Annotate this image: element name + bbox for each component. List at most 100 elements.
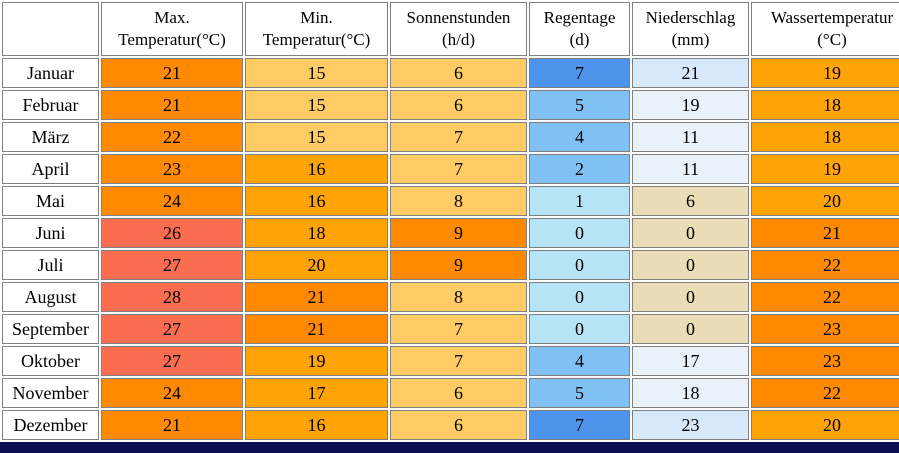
value-cell-min-temp: 15 xyxy=(245,58,388,88)
column-header-precipitation: Niederschlag (mm) xyxy=(632,2,749,56)
value-cell-precipitation: 21 xyxy=(632,58,749,88)
value-cell-sun-hours: 8 xyxy=(390,282,527,312)
value-cell-rain-days: 5 xyxy=(529,378,630,408)
value-cell-sun-hours: 7 xyxy=(390,314,527,344)
corner-cell xyxy=(2,2,99,56)
month-label: Juni xyxy=(2,218,99,248)
value-cell-sun-hours: 8 xyxy=(390,186,527,216)
table-row: Januar 21 15 6 7 21 19 xyxy=(2,58,899,88)
value-cell-precipitation: 17 xyxy=(632,346,749,376)
value-cell-rain-days: 4 xyxy=(529,122,630,152)
month-label: September xyxy=(2,314,99,344)
value-cell-water-temp: 19 xyxy=(751,58,899,88)
value-cell-water-temp: 23 xyxy=(751,346,899,376)
value-cell-max-temp: 27 xyxy=(101,346,243,376)
value-cell-rain-days: 5 xyxy=(529,90,630,120)
table-row: Mai 24 16 8 1 6 20 xyxy=(2,186,899,216)
column-header-sun-hours: Sonnenstunden (h/d) xyxy=(390,2,527,56)
value-cell-water-temp: 20 xyxy=(751,410,899,440)
month-label: Oktober xyxy=(2,346,99,376)
value-cell-sun-hours: 7 xyxy=(390,346,527,376)
value-cell-min-temp: 20 xyxy=(245,250,388,280)
column-header-water-temp: Wassertemperatur (°C) xyxy=(751,2,899,56)
value-cell-max-temp: 22 xyxy=(101,122,243,152)
value-cell-rain-days: 1 xyxy=(529,186,630,216)
value-cell-rain-days: 7 xyxy=(529,58,630,88)
value-cell-sun-hours: 9 xyxy=(390,218,527,248)
value-cell-water-temp: 18 xyxy=(751,90,899,120)
value-cell-min-temp: 21 xyxy=(245,314,388,344)
value-cell-water-temp: 20 xyxy=(751,186,899,216)
table-row: Oktober 27 19 7 4 17 23 xyxy=(2,346,899,376)
value-cell-precipitation: 11 xyxy=(632,154,749,184)
value-cell-water-temp: 23 xyxy=(751,314,899,344)
value-cell-max-temp: 23 xyxy=(101,154,243,184)
value-cell-water-temp: 22 xyxy=(751,282,899,312)
month-label: November xyxy=(2,378,99,408)
value-cell-min-temp: 19 xyxy=(245,346,388,376)
month-label: Juli xyxy=(2,250,99,280)
header-row: Max. Temperatur(°C) Min. Temperatur(°C) … xyxy=(2,2,899,56)
value-cell-water-temp: 18 xyxy=(751,122,899,152)
table-row: Februar 21 15 6 5 19 18 xyxy=(2,90,899,120)
month-label: August xyxy=(2,282,99,312)
value-cell-sun-hours: 6 xyxy=(390,58,527,88)
value-cell-max-temp: 21 xyxy=(101,58,243,88)
value-cell-sun-hours: 7 xyxy=(390,154,527,184)
value-cell-min-temp: 16 xyxy=(245,186,388,216)
table-row: Dezember 21 16 6 7 23 20 xyxy=(2,410,899,440)
value-cell-sun-hours: 9 xyxy=(390,250,527,280)
value-cell-min-temp: 16 xyxy=(245,154,388,184)
month-label: April xyxy=(2,154,99,184)
value-cell-water-temp: 21 xyxy=(751,218,899,248)
value-cell-precipitation: 0 xyxy=(632,250,749,280)
value-cell-rain-days: 0 xyxy=(529,218,630,248)
column-header-min-temp: Min. Temperatur(°C) xyxy=(245,2,388,56)
value-cell-rain-days: 0 xyxy=(529,250,630,280)
value-cell-max-temp: 28 xyxy=(101,282,243,312)
value-cell-min-temp: 15 xyxy=(245,122,388,152)
value-cell-water-temp: 22 xyxy=(751,250,899,280)
value-cell-max-temp: 26 xyxy=(101,218,243,248)
value-cell-min-temp: 17 xyxy=(245,378,388,408)
table-row: April 23 16 7 2 11 19 xyxy=(2,154,899,184)
value-cell-rain-days: 0 xyxy=(529,282,630,312)
value-cell-min-temp: 21 xyxy=(245,282,388,312)
column-header-rain-days: Regentage (d) xyxy=(529,2,630,56)
bottom-bar xyxy=(0,442,899,453)
value-cell-water-temp: 22 xyxy=(751,378,899,408)
value-cell-rain-days: 7 xyxy=(529,410,630,440)
month-label: März xyxy=(2,122,99,152)
value-cell-max-temp: 24 xyxy=(101,186,243,216)
value-cell-sun-hours: 7 xyxy=(390,122,527,152)
value-cell-precipitation: 6 xyxy=(632,186,749,216)
value-cell-precipitation: 0 xyxy=(632,282,749,312)
climate-table: Max. Temperatur(°C) Min. Temperatur(°C) … xyxy=(0,0,899,442)
value-cell-precipitation: 18 xyxy=(632,378,749,408)
table-row: September 27 21 7 0 0 23 xyxy=(2,314,899,344)
value-cell-precipitation: 0 xyxy=(632,314,749,344)
value-cell-rain-days: 4 xyxy=(529,346,630,376)
month-label: Mai xyxy=(2,186,99,216)
value-cell-max-temp: 27 xyxy=(101,314,243,344)
value-cell-rain-days: 2 xyxy=(529,154,630,184)
value-cell-sun-hours: 6 xyxy=(390,410,527,440)
table-row: Juni 26 18 9 0 0 21 xyxy=(2,218,899,248)
value-cell-min-temp: 18 xyxy=(245,218,388,248)
value-cell-min-temp: 15 xyxy=(245,90,388,120)
table-row: März 22 15 7 4 11 18 xyxy=(2,122,899,152)
value-cell-precipitation: 0 xyxy=(632,218,749,248)
table-row: Juli 27 20 9 0 0 22 xyxy=(2,250,899,280)
month-label: Januar xyxy=(2,58,99,88)
value-cell-rain-days: 0 xyxy=(529,314,630,344)
value-cell-water-temp: 19 xyxy=(751,154,899,184)
month-label: Februar xyxy=(2,90,99,120)
value-cell-sun-hours: 6 xyxy=(390,378,527,408)
value-cell-min-temp: 16 xyxy=(245,410,388,440)
table-row: August 28 21 8 0 0 22 xyxy=(2,282,899,312)
month-label: Dezember xyxy=(2,410,99,440)
value-cell-max-temp: 24 xyxy=(101,378,243,408)
value-cell-max-temp: 27 xyxy=(101,250,243,280)
value-cell-precipitation: 11 xyxy=(632,122,749,152)
